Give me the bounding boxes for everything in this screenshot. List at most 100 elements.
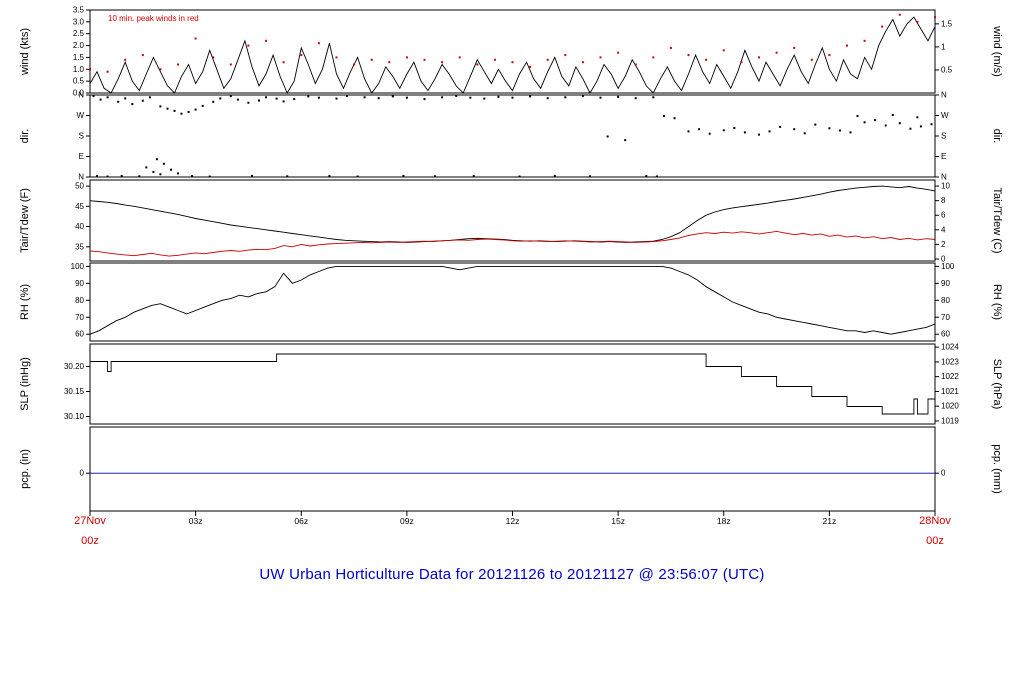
data-dot (758, 133, 760, 136)
data-dot (335, 56, 338, 59)
series-Tair (89, 185, 936, 243)
data-dot (846, 44, 848, 47)
data-dot (758, 56, 760, 59)
data-dot (793, 46, 796, 49)
y-tick-label-left: 3.5 (73, 6, 85, 15)
series-wind-speed (89, 16, 936, 94)
y-tick-label-right: 80 (941, 296, 950, 305)
y-tick-label-left: 80 (75, 296, 84, 305)
data-dot (141, 99, 144, 102)
data-dot (106, 96, 109, 99)
data-dot (849, 131, 852, 134)
data-dot (874, 119, 877, 122)
data-dot (282, 100, 285, 103)
data-dot (891, 114, 894, 116)
series-Tdew (89, 230, 936, 257)
data-dot (159, 68, 162, 71)
data-dot (863, 121, 866, 124)
y-tick-label-left: 30.10 (64, 412, 85, 421)
data-dot (634, 63, 637, 66)
data-dot (511, 61, 514, 64)
data-dot (529, 65, 532, 68)
x-tick-label: 03z (189, 516, 203, 526)
x-tick-label: 12z (506, 516, 520, 526)
axis-label-left: SLP (inHg) (19, 357, 31, 411)
axis-label-left: wind (kts) (19, 28, 31, 76)
data-dot (634, 97, 637, 100)
panel-frame (89, 262, 936, 342)
y-tick-label-left: 50 (75, 182, 84, 191)
data-dot (803, 132, 806, 135)
y-tick-label-right: 6 (941, 211, 946, 220)
panel-frame (89, 343, 936, 425)
y-tick-label-right: 1019 (941, 416, 959, 425)
y-tick-label-left: 40 (75, 222, 84, 231)
data-dot (166, 107, 169, 110)
data-dot (793, 128, 796, 131)
axis-label-right: RH (%) (991, 284, 1003, 320)
y-tick-label-left: 30.20 (64, 362, 85, 371)
data-dot (733, 127, 736, 129)
data-dot (434, 175, 436, 178)
data-dot (402, 174, 405, 177)
data-dot (441, 96, 444, 99)
data-dot (212, 56, 215, 59)
data-dot (138, 175, 141, 178)
data-dot (884, 124, 887, 127)
data-dot (529, 95, 532, 98)
data-dot (377, 97, 380, 100)
data-dot (335, 97, 338, 100)
data-dot (546, 97, 549, 100)
data-dot (828, 127, 831, 130)
y-tick-label-right: 1.5 (941, 19, 953, 28)
data-dot (838, 129, 841, 132)
y-tick-label-right: 1 (941, 42, 946, 51)
y-tick-label-left: N (78, 91, 84, 100)
x-tick-label: 21z (823, 516, 837, 526)
y-tick-label-left: E (79, 152, 84, 161)
panel-frame (89, 179, 936, 262)
data-dot (599, 96, 602, 99)
axis-label-left: pcp. (in) (19, 449, 31, 489)
data-dot (775, 51, 778, 54)
panel-slp: 30.10 30.15 30.20 1019 1020 1021 1022 1023 1024 S… (19, 343, 1003, 426)
y-tick-label-left: 60 (75, 330, 84, 339)
y-tick-label-right: 70 (941, 313, 950, 322)
y-tick-label-right: 2 (941, 240, 946, 249)
y-tick-label-right: 1023 (941, 357, 959, 366)
panel-rh: 60 70 80 90 100 60 70 80 90 100 RH (%) RH (%) (19, 262, 1003, 342)
y-tick-label-right: N (941, 173, 947, 182)
data-dot (173, 109, 176, 112)
data-dot (141, 54, 144, 57)
data-dot (589, 175, 591, 178)
y-tick-label-left: N (78, 173, 84, 182)
data-dot (722, 49, 725, 52)
data-dot (124, 58, 127, 61)
x-axis: 03z 06z 09z 12z 15z 18z 21z 27Nov 00z 28Nov 00z (74, 511, 951, 547)
data-dot (317, 96, 320, 99)
data-dot (170, 168, 172, 171)
data-dot (934, 16, 936, 19)
data-dot (300, 54, 303, 57)
data-dot (810, 58, 813, 61)
data-dot (919, 125, 922, 128)
data-dot (455, 94, 458, 97)
data-dot (511, 96, 514, 99)
data-dot (208, 175, 211, 178)
data-dot (131, 103, 134, 106)
panel-wind: 0.0 0.5 1.0 1.5 2.0 2.5 3.0 3.5 0.5 1 1.5 wind (kts… (19, 6, 1003, 98)
data-dot (652, 96, 655, 99)
data-dot (546, 58, 549, 61)
y-tick-label-right: 10 (941, 182, 950, 191)
data-dot (152, 171, 155, 173)
data-dot (779, 125, 782, 128)
data-dot (328, 175, 331, 178)
data-dot (564, 96, 567, 99)
data-dot (229, 95, 232, 98)
data-dot (92, 95, 95, 98)
data-dot (673, 117, 676, 120)
y-tick-label-right: 1020 (941, 402, 959, 411)
data-dot (708, 132, 711, 135)
data-dot (881, 25, 884, 28)
data-dot (212, 100, 215, 103)
